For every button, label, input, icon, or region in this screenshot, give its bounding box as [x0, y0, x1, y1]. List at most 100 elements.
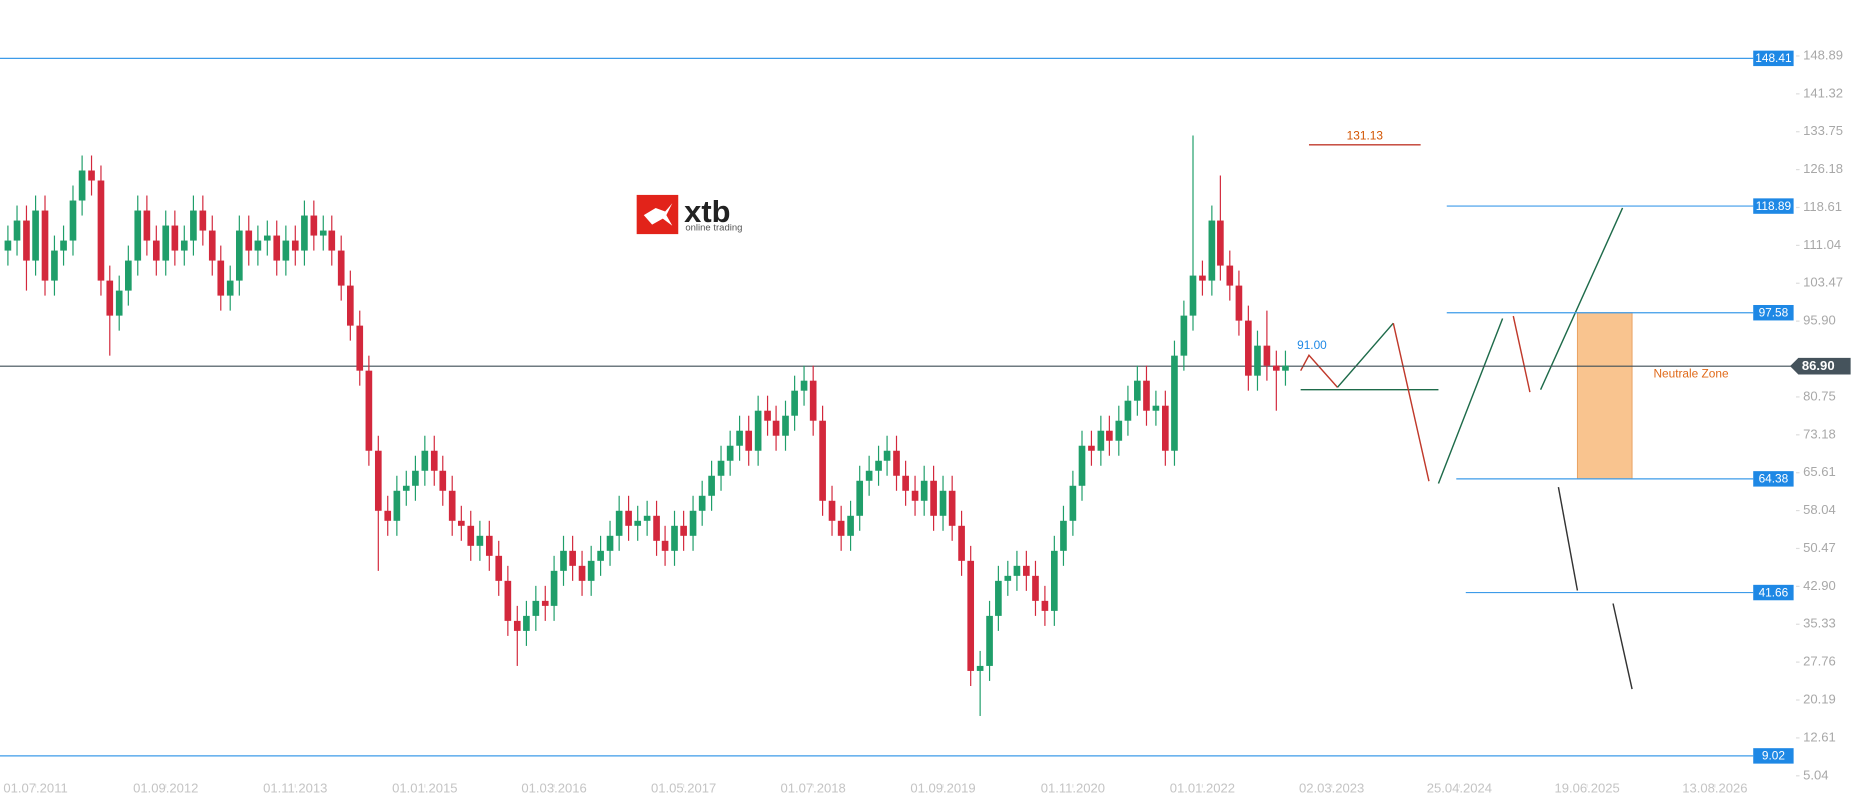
candle-body: [1106, 430, 1113, 441]
candle-body: [125, 260, 132, 291]
candle-body: [226, 280, 234, 296]
y-tick-label: 126.18: [1803, 161, 1843, 176]
candle-body: [393, 490, 401, 521]
projection-lines: [1300, 207, 1633, 690]
candle-body: [893, 450, 900, 476]
candle-body: [208, 230, 216, 261]
neutral-zone: [1576, 312, 1633, 480]
candle-body: [134, 210, 142, 261]
level-label: 118.89: [1756, 199, 1792, 213]
y-tick-label: 5.04: [1803, 767, 1828, 782]
x-tick-label: 01.11.2013: [263, 780, 327, 795]
candle-body: [152, 240, 160, 261]
candle-body: [856, 480, 864, 516]
candle-body: [587, 560, 595, 581]
candle-body: [643, 515, 651, 521]
level-label-box: [1753, 198, 1794, 214]
candle-body: [4, 240, 12, 251]
candle-body: [911, 490, 919, 501]
x-tick-label: 25.04.2024: [1427, 780, 1492, 795]
candle-body: [791, 390, 798, 416]
y-tick-label: 58.04: [1803, 502, 1836, 517]
candle-body: [337, 250, 345, 286]
candle-body: [513, 620, 521, 631]
candle-body: [680, 525, 687, 536]
y-tick-label: 80.75: [1803, 388, 1836, 403]
candle-body: [634, 520, 642, 526]
candle-body: [1162, 405, 1169, 451]
level-label-box: [1753, 748, 1794, 764]
x-tick-label: 19.06.2025: [1554, 780, 1619, 795]
x-tick-label: 01.01.2015: [392, 780, 457, 795]
y-tick-label: 42.90: [1803, 578, 1836, 593]
candle-body: [476, 535, 484, 546]
candle-body: [875, 460, 882, 471]
candle-body: [254, 240, 262, 251]
candle-body: [190, 210, 197, 241]
candle-body: [115, 290, 123, 316]
y-tick-label: 27.76: [1803, 654, 1836, 669]
candle-body: [495, 555, 503, 581]
candle-body: [1235, 285, 1243, 321]
candle-body: [717, 460, 725, 476]
candle-body: [736, 430, 743, 446]
candle-body: [365, 370, 373, 451]
candle-body: [800, 380, 808, 391]
candle-body: [328, 230, 336, 251]
y-tick-label: 12.61: [1803, 729, 1836, 744]
candle-body: [939, 490, 947, 516]
logo: xtb online trading: [636, 194, 742, 235]
candle-body: [88, 170, 95, 181]
candle-body: [967, 560, 975, 671]
candle-body: [448, 490, 456, 521]
candle-body: [421, 450, 429, 471]
candle-body: [1254, 345, 1261, 376]
candle-body: [1023, 565, 1030, 576]
candle-body: [764, 410, 771, 421]
target-label: 131.13: [1347, 129, 1384, 143]
level-label: 97.58: [1759, 305, 1789, 319]
candle-body: [1217, 220, 1224, 266]
projection-line: [1612, 603, 1633, 690]
candle-body: [976, 665, 984, 671]
level-label-box: [1753, 305, 1794, 321]
candle-body: [1088, 445, 1095, 451]
candle-body: [883, 450, 891, 461]
x-tick-label: 13.08.2026: [1682, 780, 1747, 795]
candle-body: [1282, 365, 1289, 371]
level-label: 148.41: [1755, 51, 1792, 65]
x-tick-label: 02.03.2023: [1299, 780, 1364, 795]
candle-body: [1189, 275, 1197, 316]
candle-body: [374, 450, 382, 511]
candle-body: [1199, 275, 1206, 281]
candle-body: [1060, 520, 1067, 551]
candle-body: [485, 535, 493, 556]
x-tick-label: 01.01.2022: [1170, 780, 1235, 795]
y-tick-label: 50.47: [1803, 540, 1836, 555]
candle-body: [356, 325, 364, 371]
candle-body: [245, 230, 253, 251]
y-tick-label: 65.61: [1803, 464, 1836, 479]
candle-body: [689, 510, 697, 536]
logo-tagline: online trading: [685, 223, 742, 234]
x-tick-label: 01.09.2019: [910, 780, 975, 795]
candle-body: [143, 210, 151, 241]
candle-body: [653, 515, 660, 541]
candle-body: [828, 500, 836, 521]
y-tick-label: 20.19: [1803, 691, 1836, 706]
candle-body: [1115, 420, 1123, 441]
candle-body: [78, 170, 86, 201]
candle-body: [1004, 575, 1012, 581]
candle-body: [1226, 265, 1234, 286]
candle-body: [550, 570, 558, 606]
y-tick-label: 35.33: [1803, 616, 1836, 631]
candle-body: [902, 475, 909, 491]
candle-body: [745, 430, 753, 451]
candle-body: [1143, 380, 1150, 411]
level-label-box: [1753, 584, 1794, 601]
candle-body: [171, 225, 179, 251]
x-tick-label: 01.07.2018: [781, 780, 846, 795]
x-tick-label: 01.03.2016: [521, 780, 586, 795]
candle-body: [1180, 315, 1188, 356]
x-tick-label: 01.11.2020: [1041, 780, 1105, 795]
